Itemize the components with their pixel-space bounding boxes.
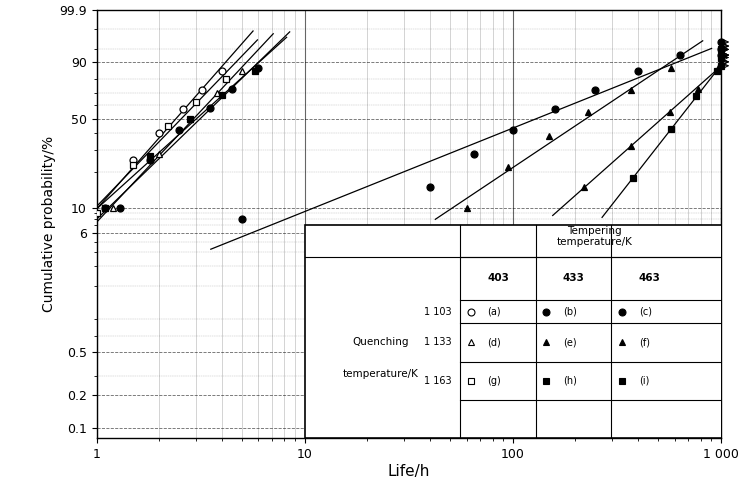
- Y-axis label: Cumulative probability/%: Cumulative probability/%: [42, 136, 56, 312]
- Text: 433: 433: [562, 273, 585, 283]
- Text: 1 103: 1 103: [424, 306, 452, 317]
- Text: (g): (g): [487, 375, 502, 386]
- Text: 463: 463: [638, 273, 661, 283]
- Text: (f): (f): [639, 337, 649, 348]
- Text: 1 163: 1 163: [424, 375, 452, 386]
- Text: temperature/K: temperature/K: [557, 237, 632, 248]
- Text: temperature/K: temperature/K: [343, 370, 418, 379]
- Text: Tempering: Tempering: [568, 226, 622, 236]
- Text: (a): (a): [487, 306, 501, 317]
- Bar: [305, 225, 725, 438]
- X-axis label: Life/h: Life/h: [387, 464, 430, 479]
- Text: (c): (c): [639, 306, 652, 317]
- Text: (b): (b): [563, 306, 577, 317]
- Text: (i): (i): [639, 375, 649, 386]
- Text: 403: 403: [487, 273, 509, 283]
- Text: 1 133: 1 133: [424, 337, 452, 348]
- Text: (e): (e): [563, 337, 577, 348]
- Text: (d): (d): [487, 337, 502, 348]
- Text: (h): (h): [563, 375, 577, 386]
- Text: Quenching: Quenching: [352, 337, 409, 348]
